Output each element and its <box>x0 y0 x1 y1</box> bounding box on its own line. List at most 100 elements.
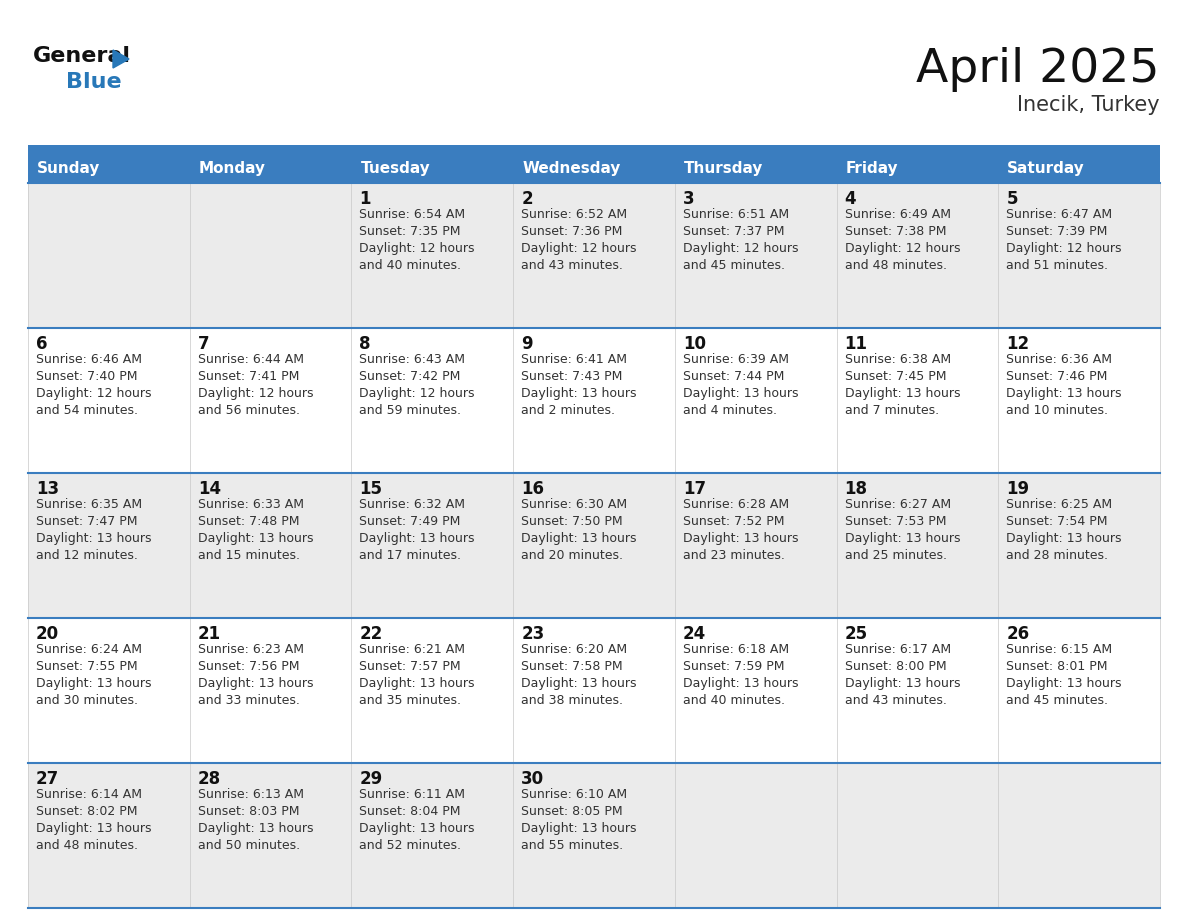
Text: Sunset: 7:47 PM: Sunset: 7:47 PM <box>36 515 138 528</box>
Text: and 35 minutes.: and 35 minutes. <box>360 694 461 707</box>
Bar <box>29 153 190 183</box>
Text: Monday: Monday <box>198 161 266 175</box>
Bar <box>513 328 675 473</box>
Text: 14: 14 <box>197 480 221 498</box>
Text: and 43 minutes.: and 43 minutes. <box>845 694 947 707</box>
Bar <box>998 153 1159 183</box>
Text: 18: 18 <box>845 480 867 498</box>
Text: and 40 minutes.: and 40 minutes. <box>360 259 461 272</box>
Text: Sunrise: 6:25 AM: Sunrise: 6:25 AM <box>1006 498 1112 511</box>
Text: Sunset: 7:35 PM: Sunset: 7:35 PM <box>360 225 461 238</box>
Text: and 15 minutes.: and 15 minutes. <box>197 549 299 562</box>
Text: Sunset: 7:56 PM: Sunset: 7:56 PM <box>197 660 299 673</box>
Text: 22: 22 <box>360 625 383 643</box>
Text: Daylight: 13 hours: Daylight: 13 hours <box>360 822 475 835</box>
Text: 26: 26 <box>1006 625 1030 643</box>
Text: and 38 minutes.: and 38 minutes. <box>522 694 624 707</box>
Text: Sunrise: 6:28 AM: Sunrise: 6:28 AM <box>683 498 789 511</box>
Text: Sunset: 7:52 PM: Sunset: 7:52 PM <box>683 515 784 528</box>
Text: Sunset: 8:05 PM: Sunset: 8:05 PM <box>522 805 623 818</box>
Bar <box>998 183 1159 328</box>
Text: and 48 minutes.: and 48 minutes. <box>36 839 138 852</box>
Text: Sunset: 7:48 PM: Sunset: 7:48 PM <box>197 515 299 528</box>
Text: Sunset: 7:55 PM: Sunset: 7:55 PM <box>36 660 138 673</box>
Text: Daylight: 13 hours: Daylight: 13 hours <box>845 387 960 400</box>
Text: Sunset: 7:40 PM: Sunset: 7:40 PM <box>36 370 138 383</box>
Text: Sunrise: 6:51 AM: Sunrise: 6:51 AM <box>683 208 789 221</box>
Text: Sunrise: 6:43 AM: Sunrise: 6:43 AM <box>360 353 466 366</box>
Text: Sunset: 7:42 PM: Sunset: 7:42 PM <box>360 370 461 383</box>
Text: Daylight: 12 hours: Daylight: 12 hours <box>197 387 314 400</box>
Text: Blue: Blue <box>67 72 121 92</box>
Text: Daylight: 13 hours: Daylight: 13 hours <box>845 532 960 545</box>
Text: and 2 minutes.: and 2 minutes. <box>522 404 615 417</box>
Bar <box>836 153 998 183</box>
Bar <box>836 328 998 473</box>
Text: and 50 minutes.: and 50 minutes. <box>197 839 299 852</box>
Text: and 55 minutes.: and 55 minutes. <box>522 839 624 852</box>
Text: Daylight: 12 hours: Daylight: 12 hours <box>522 242 637 255</box>
Text: and 45 minutes.: and 45 minutes. <box>1006 694 1108 707</box>
Text: 27: 27 <box>36 770 59 788</box>
Text: Daylight: 12 hours: Daylight: 12 hours <box>845 242 960 255</box>
Text: 11: 11 <box>845 335 867 353</box>
Text: Daylight: 13 hours: Daylight: 13 hours <box>683 387 798 400</box>
Text: Sunrise: 6:24 AM: Sunrise: 6:24 AM <box>36 643 143 656</box>
Text: 17: 17 <box>683 480 706 498</box>
Bar <box>513 763 675 908</box>
Text: Sunset: 7:41 PM: Sunset: 7:41 PM <box>197 370 299 383</box>
Text: Sunset: 7:54 PM: Sunset: 7:54 PM <box>1006 515 1107 528</box>
Text: April 2025: April 2025 <box>916 48 1159 93</box>
Text: 3: 3 <box>683 190 695 208</box>
Bar <box>190 618 352 763</box>
Bar <box>998 763 1159 908</box>
Bar <box>29 473 190 618</box>
Text: Sunset: 8:02 PM: Sunset: 8:02 PM <box>36 805 138 818</box>
Bar <box>352 473 513 618</box>
Bar <box>675 473 836 618</box>
Text: 19: 19 <box>1006 480 1030 498</box>
Bar <box>29 618 190 763</box>
Bar <box>675 763 836 908</box>
Text: 13: 13 <box>36 480 59 498</box>
Text: Sunrise: 6:33 AM: Sunrise: 6:33 AM <box>197 498 304 511</box>
Text: and 23 minutes.: and 23 minutes. <box>683 549 785 562</box>
Bar <box>190 473 352 618</box>
Text: and 40 minutes.: and 40 minutes. <box>683 694 785 707</box>
Text: Sunrise: 6:20 AM: Sunrise: 6:20 AM <box>522 643 627 656</box>
Bar <box>675 618 836 763</box>
Text: Daylight: 13 hours: Daylight: 13 hours <box>360 677 475 690</box>
Text: Sunset: 7:43 PM: Sunset: 7:43 PM <box>522 370 623 383</box>
Text: 28: 28 <box>197 770 221 788</box>
Text: Sunset: 7:59 PM: Sunset: 7:59 PM <box>683 660 784 673</box>
Text: Sunrise: 6:27 AM: Sunrise: 6:27 AM <box>845 498 950 511</box>
Text: and 7 minutes.: and 7 minutes. <box>845 404 939 417</box>
Text: Saturday: Saturday <box>1007 161 1085 175</box>
Text: Sunrise: 6:17 AM: Sunrise: 6:17 AM <box>845 643 950 656</box>
Text: Sunset: 7:50 PM: Sunset: 7:50 PM <box>522 515 623 528</box>
Bar <box>352 183 513 328</box>
Text: and 52 minutes.: and 52 minutes. <box>360 839 461 852</box>
Text: Sunrise: 6:10 AM: Sunrise: 6:10 AM <box>522 788 627 801</box>
Text: Sunset: 7:49 PM: Sunset: 7:49 PM <box>360 515 461 528</box>
Bar <box>513 183 675 328</box>
Bar <box>352 153 513 183</box>
Text: Daylight: 12 hours: Daylight: 12 hours <box>1006 242 1121 255</box>
Text: Daylight: 13 hours: Daylight: 13 hours <box>36 532 152 545</box>
Text: Sunset: 7:39 PM: Sunset: 7:39 PM <box>1006 225 1107 238</box>
Text: Sunset: 7:57 PM: Sunset: 7:57 PM <box>360 660 461 673</box>
Text: Inecik, Turkey: Inecik, Turkey <box>1017 95 1159 115</box>
Text: Daylight: 13 hours: Daylight: 13 hours <box>683 677 798 690</box>
Text: Daylight: 13 hours: Daylight: 13 hours <box>360 532 475 545</box>
Text: 9: 9 <box>522 335 532 353</box>
Text: Daylight: 13 hours: Daylight: 13 hours <box>522 677 637 690</box>
Text: Sunrise: 6:30 AM: Sunrise: 6:30 AM <box>522 498 627 511</box>
Text: Sunrise: 6:32 AM: Sunrise: 6:32 AM <box>360 498 466 511</box>
Bar <box>29 328 190 473</box>
Bar <box>998 328 1159 473</box>
Bar <box>190 183 352 328</box>
Text: Daylight: 13 hours: Daylight: 13 hours <box>197 677 314 690</box>
Text: Sunrise: 6:11 AM: Sunrise: 6:11 AM <box>360 788 466 801</box>
Text: and 48 minutes.: and 48 minutes. <box>845 259 947 272</box>
Text: Sunset: 7:58 PM: Sunset: 7:58 PM <box>522 660 623 673</box>
